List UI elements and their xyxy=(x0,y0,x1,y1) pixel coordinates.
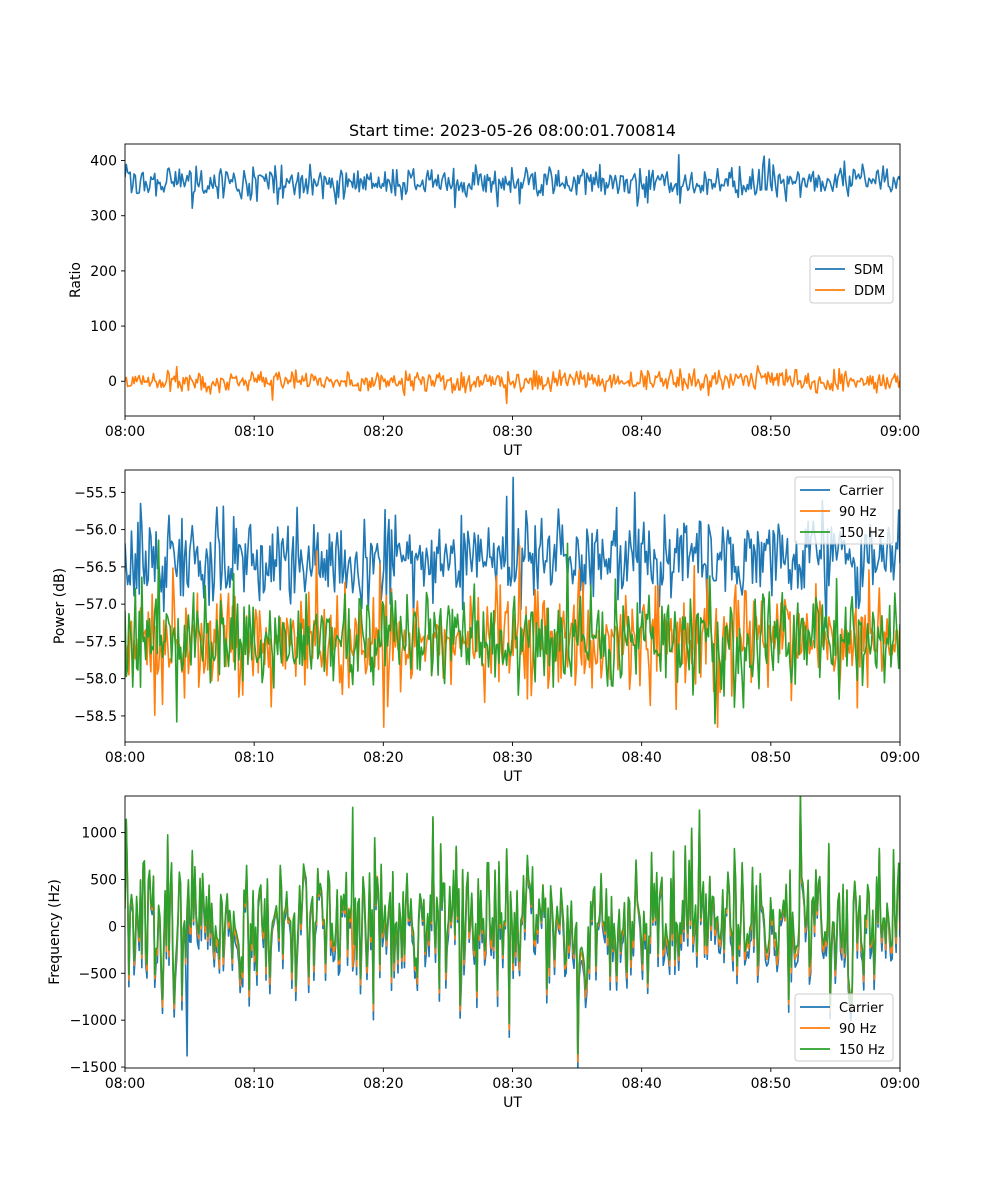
panel-1: 08:00 08:10 08:20 08:30 08:40 08:50 09:00 0 100 2… xyxy=(68,143,920,459)
x-tick-label: 08:30 xyxy=(492,424,532,440)
x-tick-label: 08:50 xyxy=(751,424,791,440)
y-tick-label: 200 xyxy=(90,264,117,280)
series-line-150-hz xyxy=(125,539,900,725)
x-tick-label: 08:00 xyxy=(105,424,145,440)
x-tick-label: 08:50 xyxy=(751,750,791,766)
x-tick-label: 08:40 xyxy=(621,1076,661,1092)
y-tick-label: −1000 xyxy=(70,1013,117,1029)
x-tick-label: 08:40 xyxy=(621,424,661,440)
y-tick-label: −58.0 xyxy=(74,672,117,688)
legend-label: 150 Hz xyxy=(839,1043,885,1058)
y-tick-label: 1000 xyxy=(81,826,117,842)
y-tick-label: 400 xyxy=(90,154,117,170)
x-tick-label: 08:00 xyxy=(105,750,145,766)
x-tick-label: 08:20 xyxy=(363,750,403,766)
x-tick-label: 08:10 xyxy=(234,750,274,766)
x-tick-label: 08:40 xyxy=(621,750,661,766)
y-tick-label: −500 xyxy=(79,966,117,982)
x-axis-label: UT xyxy=(503,769,522,785)
x-tick-label: 08:20 xyxy=(363,1076,403,1092)
series-group xyxy=(125,796,900,1068)
y-tick-label: −1500 xyxy=(70,1060,117,1076)
y-axis-label: Power (dB) xyxy=(52,568,68,644)
panel-3: 08:00 08:10 08:20 08:30 08:40 08:50 09:00 −1500… xyxy=(47,795,920,1111)
legend-label: Carrier xyxy=(839,1001,884,1016)
y-tick-label: −56.5 xyxy=(74,560,117,576)
legend-label: Carrier xyxy=(839,484,884,499)
legend-box xyxy=(809,255,894,304)
series-line-ddm xyxy=(125,364,900,405)
x-axis-label: UT xyxy=(503,443,522,459)
x-tick-label: 08:10 xyxy=(234,424,274,440)
x-tick-label: 08:30 xyxy=(492,750,532,766)
y-tick-label: −56.0 xyxy=(74,523,117,539)
panel-2: 08:00 08:10 08:20 08:30 08:40 08:50 09:00 −58.5… xyxy=(52,469,920,785)
series-line-carrier xyxy=(125,476,900,628)
series-line-sdm xyxy=(125,154,900,210)
figure-title: Start time: 2023-05-26 08:00:01.700814 xyxy=(349,121,676,140)
x-tick-label: 08:20 xyxy=(363,424,403,440)
x-tick-label: 08:30 xyxy=(492,1076,532,1092)
series-line-150-hz xyxy=(125,796,900,1055)
legend-box xyxy=(794,993,894,1062)
y-tick-label: 0 xyxy=(108,374,117,390)
x-tick-label: 08:00 xyxy=(105,1076,145,1092)
x-tick-label: 09:00 xyxy=(880,1076,920,1092)
y-tick-label: 0 xyxy=(108,919,117,935)
x-tick-label: 08:50 xyxy=(751,1076,791,1092)
x-tick-label: 09:00 xyxy=(880,750,920,766)
legend: SDM DDM xyxy=(809,255,894,304)
y-tick-label: 300 xyxy=(90,209,117,225)
x-tick-label: 09:00 xyxy=(880,424,920,440)
y-axis-label: Ratio xyxy=(68,262,84,298)
legend-label: 150 Hz xyxy=(839,526,885,541)
legend-label: SDM xyxy=(854,263,883,278)
legend: Carrier 90 Hz 150 Hz xyxy=(794,993,894,1062)
y-tick-label: 100 xyxy=(90,319,117,335)
legend: Carrier 90 Hz 150 Hz xyxy=(794,476,894,545)
y-axis-label: Frequency (Hz) xyxy=(47,879,63,985)
series-group xyxy=(125,154,900,405)
legend-label: 90 Hz xyxy=(839,1022,876,1037)
y-tick-label: 500 xyxy=(90,872,117,888)
panels: 08:00 08:10 08:20 08:30 08:40 08:50 09:00 0 100 2… xyxy=(47,143,920,1111)
legend-box xyxy=(794,476,894,545)
x-tick-label: 08:10 xyxy=(234,1076,274,1092)
y-tick-label: −55.5 xyxy=(74,485,117,501)
y-tick-label: −58.5 xyxy=(74,709,117,725)
legend-label: DDM xyxy=(854,284,885,299)
series-group xyxy=(125,476,900,728)
x-axis-label: UT xyxy=(503,1095,522,1111)
y-tick-label: −57.5 xyxy=(74,634,117,650)
legend-label: 90 Hz xyxy=(839,505,876,520)
y-tick-label: −57.0 xyxy=(74,597,117,613)
